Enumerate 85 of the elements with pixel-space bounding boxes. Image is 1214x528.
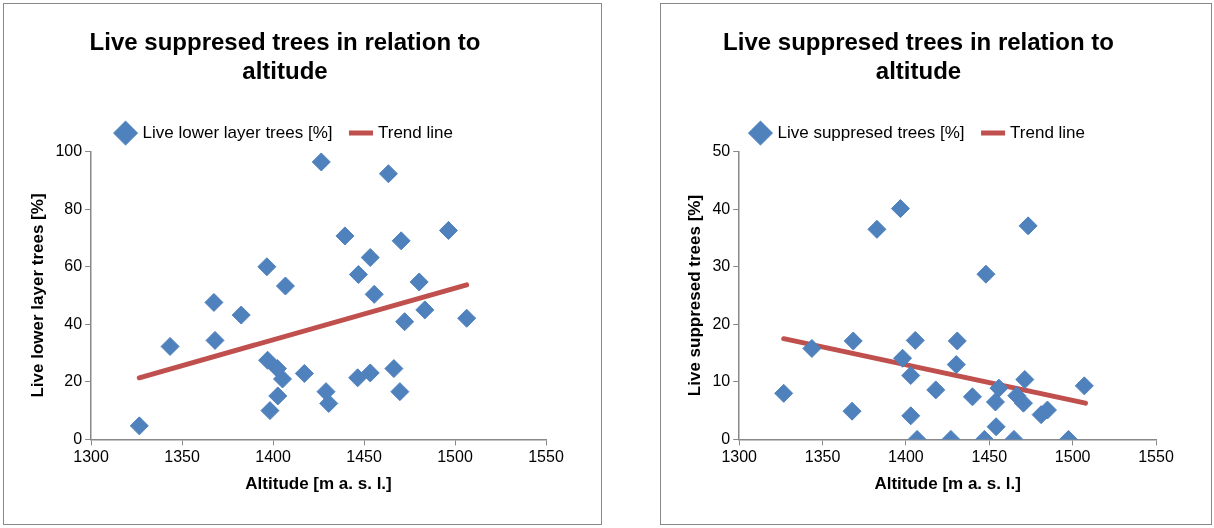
point [257, 257, 277, 277]
point [989, 378, 1009, 398]
point [360, 363, 380, 383]
point [395, 312, 415, 332]
point [438, 220, 458, 240]
y-tick-label: 40 [64, 314, 83, 332]
point [901, 406, 921, 426]
point [205, 330, 225, 350]
point [160, 336, 180, 356]
x-tick-label: 1500 [437, 448, 473, 466]
legend-label: Trend line [1010, 122, 1086, 142]
point [360, 248, 380, 268]
point [962, 387, 982, 407]
point [260, 401, 280, 421]
point [867, 219, 887, 239]
point [947, 331, 967, 351]
point [294, 363, 314, 383]
legend-label: Trend line [377, 122, 453, 142]
x-tick-label: 1400 [255, 448, 291, 466]
point [1018, 216, 1038, 236]
point [901, 366, 921, 386]
point [802, 338, 822, 358]
point [905, 330, 925, 350]
point [1013, 393, 1033, 413]
y-tick-label: 100 [55, 142, 83, 160]
chart-title: Live suppresed trees in relation to altitude [89, 28, 481, 84]
y-tick-label: 20 [712, 314, 731, 332]
point [268, 386, 288, 406]
point [893, 348, 913, 368]
point [774, 383, 794, 403]
y-tick-label: 30 [712, 257, 731, 275]
point [129, 416, 149, 436]
legend-label: Live suppresed trees [%] [777, 122, 965, 142]
point [319, 393, 339, 413]
point [364, 284, 384, 304]
y-tick-label: 40 [712, 199, 731, 217]
x-tick-label: 1550 [1138, 448, 1174, 466]
point [1015, 370, 1035, 390]
point [415, 300, 435, 320]
y-tick-label: 60 [64, 257, 83, 275]
x-tick-label: 1300 [721, 448, 758, 466]
y-axis-title: Live suppresed trees [%] [684, 194, 704, 397]
point [986, 417, 1006, 437]
point [204, 292, 224, 312]
point [384, 359, 404, 379]
y-axis-title: Live lower layer trees [%] [27, 193, 47, 398]
x-tick-label: 1550 [528, 448, 564, 466]
y-tick-label: 50 [712, 142, 731, 160]
point [231, 305, 251, 325]
x-axis-title: Altitude [m a. s. l.] [874, 474, 1021, 494]
point [390, 382, 410, 402]
point [275, 276, 295, 296]
point [985, 392, 1005, 412]
point [348, 368, 368, 388]
point [348, 264, 368, 284]
point [926, 380, 946, 400]
y-tick-label: 10 [712, 372, 731, 390]
point [409, 272, 429, 292]
x-axis-title: Altitude [m a. s. l.] [245, 474, 392, 494]
point [890, 199, 910, 219]
point [311, 152, 331, 172]
point [391, 231, 411, 251]
point [258, 350, 278, 370]
x-tick-label: 1350 [164, 448, 200, 466]
point [946, 355, 966, 375]
legend-label: Live lower layer trees [%] [142, 122, 333, 142]
point [842, 401, 862, 421]
point [378, 164, 398, 184]
point [457, 308, 477, 328]
x-tick-label: 1450 [346, 448, 382, 466]
y-tick-label: 80 [64, 199, 83, 217]
point [1074, 376, 1094, 396]
x-tick-label: 1500 [1054, 448, 1091, 466]
y-tick-label: 20 [64, 372, 83, 390]
x-tick-label: 1300 [73, 448, 109, 466]
x-tick-label: 1400 [888, 448, 924, 466]
x-tick-label: 1350 [804, 448, 841, 466]
x-tick-label: 1450 [971, 448, 1008, 466]
point [273, 369, 293, 389]
chart-title: Live suppresed trees in relation to altitude [723, 28, 1114, 84]
point [976, 264, 996, 284]
y-tick-label: 0 [73, 429, 83, 447]
point [843, 331, 863, 351]
y-tick-label: 0 [721, 429, 731, 447]
point [335, 226, 355, 246]
